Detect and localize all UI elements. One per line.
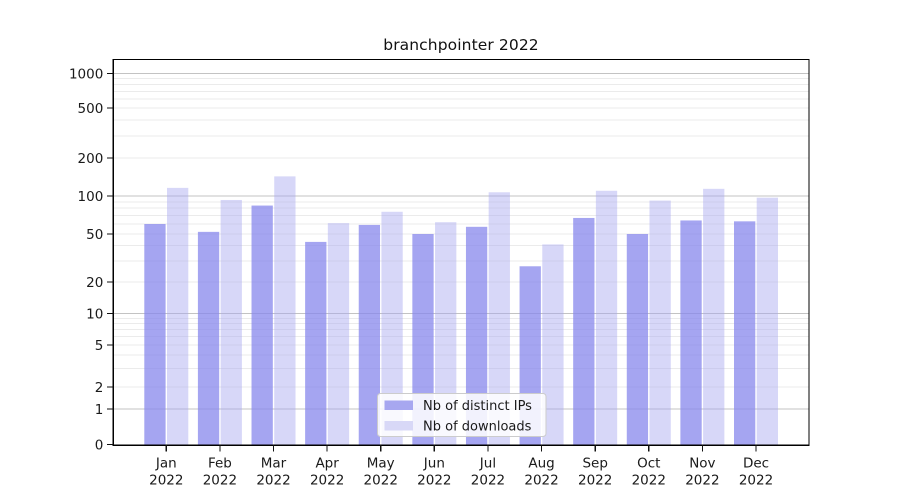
legend-swatch-downloads [384, 421, 413, 431]
bar-distinct-ips-jun [412, 234, 434, 445]
x-tick-label-month: Aug [528, 456, 554, 472]
bar-distinct-ips-dec [734, 221, 756, 445]
bar-downloads-aug [542, 244, 564, 445]
bar-downloads-oct [649, 200, 671, 445]
x-tick-label-month: Nov [689, 456, 715, 472]
bar-downloads-apr [327, 223, 350, 445]
bar-distinct-ips-jul [465, 226, 488, 445]
bar-distinct-ips-mar [251, 205, 273, 445]
x-tick-label-year: 2022 [364, 473, 398, 489]
bar-downloads-jun [435, 222, 457, 445]
x-tick-label-month: Dec [743, 456, 769, 472]
x-tick-label-year: 2022 [417, 473, 451, 489]
x-tick-label-year: 2022 [149, 473, 183, 489]
bar-downloads-dec [756, 197, 778, 445]
x-tick-label-month: Oct [637, 456, 660, 472]
x-tick-label-year: 2022 [256, 473, 290, 489]
y-tick-label: 1 [95, 402, 104, 418]
y-tick-label: 10 [86, 306, 103, 322]
legend-swatch-distinct-ips [384, 400, 413, 410]
x-tick-label-year: 2022 [471, 473, 505, 489]
x-tick-label-month: Mar [261, 456, 287, 472]
legend-label: Nb of downloads [423, 419, 532, 434]
bar-distinct-ips-nov [680, 220, 702, 445]
x-tick-label-month: Jul [479, 456, 496, 472]
bar-distinct-ips-sep [573, 217, 595, 445]
y-tick-label: 2 [95, 380, 104, 396]
y-tick-label: 500 [78, 101, 104, 117]
x-tick-label-month: May [367, 456, 395, 472]
y-tick-label: 5 [95, 338, 104, 354]
x-tick-label-year: 2022 [739, 473, 773, 489]
x-tick-label-year: 2022 [310, 473, 344, 489]
y-tick-label: 20 [86, 275, 103, 291]
bar-downloads-jan [167, 187, 189, 445]
legend-label: Nb of distinct IPs [423, 399, 532, 414]
y-tick-label: 0 [95, 437, 104, 453]
x-tick-label-year: 2022 [524, 473, 558, 489]
y-tick-label: 100 [78, 189, 104, 205]
plot-border [112, 58, 810, 446]
y-tick-label: 200 [78, 151, 104, 167]
bar-distinct-ips-oct [626, 234, 649, 445]
bar-downloads-sep [595, 190, 618, 445]
x-tick-label-month: Jan [155, 456, 177, 472]
x-tick-label-year: 2022 [578, 473, 612, 489]
x-tick-label-month: Sep [582, 456, 607, 472]
legend-box [377, 393, 547, 437]
x-tick-label-month: Jun [423, 456, 445, 472]
bar-downloads-nov [703, 188, 725, 445]
bar-distinct-ips-feb [197, 231, 220, 445]
bar-distinct-ips-may [358, 224, 381, 445]
x-tick-label-year: 2022 [632, 473, 666, 489]
chart-title: branchpointer 2022 [383, 36, 539, 54]
bar-downloads-mar [274, 176, 296, 445]
bar-downloads-jul [488, 192, 510, 445]
y-tick-label: 50 [86, 227, 103, 243]
x-tick-label-month: Feb [208, 456, 232, 472]
x-tick-label-month: Apr [315, 456, 339, 472]
x-tick-label-year: 2022 [203, 473, 237, 489]
bar-distinct-ips-apr [305, 241, 327, 445]
bar-distinct-ips-jan [144, 224, 166, 445]
y-tick-label: 1000 [69, 66, 103, 82]
bar-downloads-may [381, 211, 403, 445]
x-tick-label-year: 2022 [685, 473, 719, 489]
bar-downloads-feb [220, 199, 242, 445]
